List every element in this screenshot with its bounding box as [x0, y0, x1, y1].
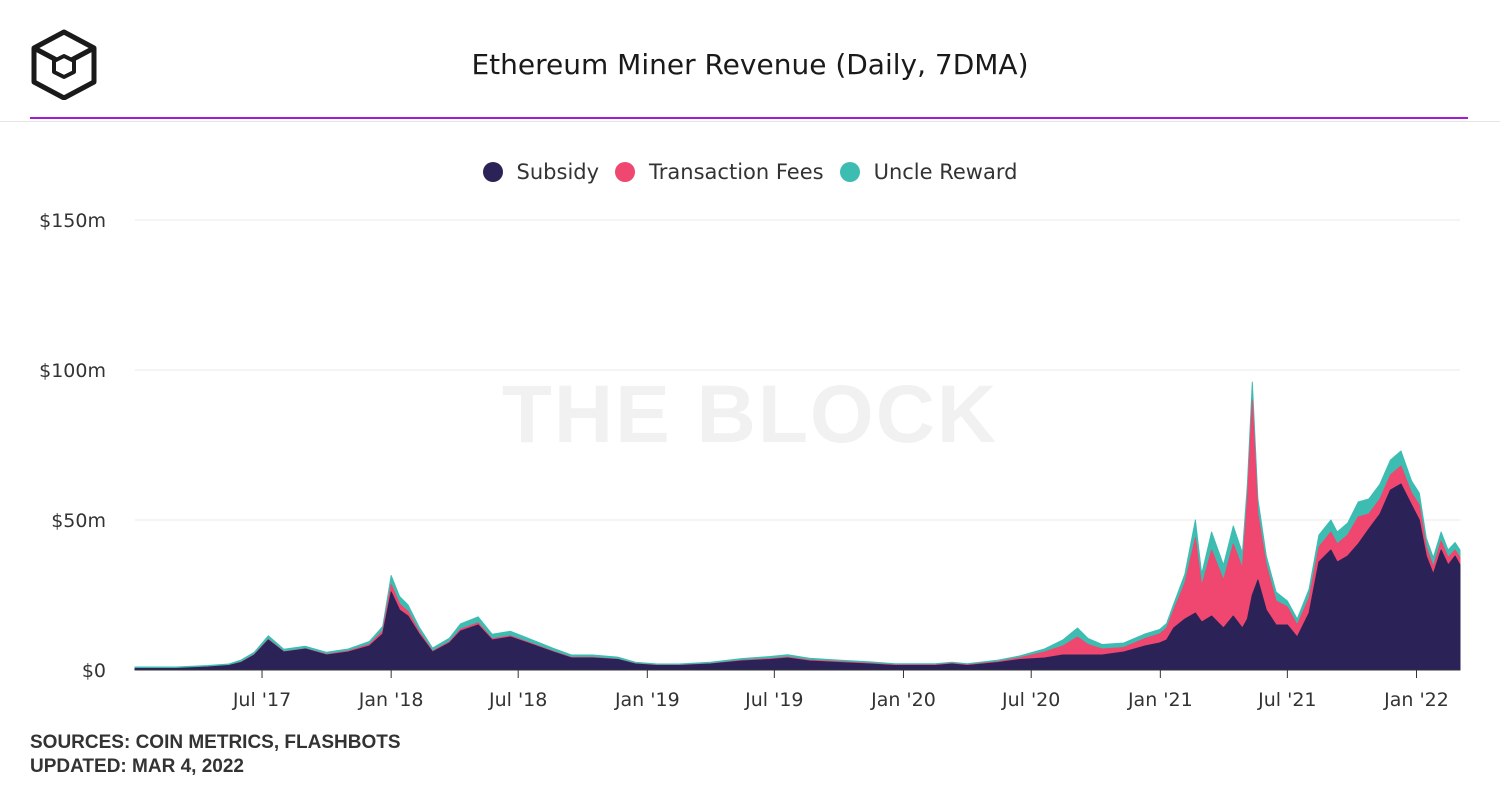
chart-title: Ethereum Miner Revenue (Daily, 7DMA)	[471, 48, 1029, 81]
updated-note: UPDATED: MAR 4, 2022	[30, 756, 244, 777]
legend-item-transaction-fees[interactable]: Transaction Fees	[615, 160, 824, 184]
legend-label-uncle-reward: Uncle Reward	[873, 160, 1018, 184]
header-divider	[0, 121, 1500, 122]
x-tick-label: Jul '17	[232, 689, 291, 711]
x-tick-label: Jan '18	[358, 689, 424, 711]
the-block-cube-logo-icon	[28, 28, 100, 101]
y-tick-label: $100m	[39, 360, 106, 382]
x-tick-label: Jul '19	[744, 689, 803, 711]
accent-divider	[30, 117, 1468, 119]
x-tick-label: Jan '20	[870, 689, 936, 711]
y-tick-label: $150m	[39, 210, 106, 232]
watermark: THE BLOCK	[501, 369, 999, 460]
legend-item-uncle-reward[interactable]: Uncle Reward	[839, 160, 1018, 184]
legend-label-transaction-fees: Transaction Fees	[649, 160, 824, 184]
y-tick-label: $50m	[51, 510, 106, 532]
x-tick-label: Jan '19	[614, 689, 680, 711]
legend-swatch-uncle-reward	[839, 162, 860, 182]
stacked-areas	[134, 381, 1461, 671]
y-tick-label: $0	[82, 660, 106, 682]
legend-label-subsidy: Subsidy	[516, 160, 600, 184]
grid-lines	[135, 219, 1460, 521]
area-subsidy	[134, 483, 1461, 671]
legend-swatch-transaction-fees	[615, 162, 636, 182]
legend-item-subsidy[interactable]: Subsidy	[482, 160, 600, 184]
legend-swatch-subsidy	[482, 162, 503, 182]
sources-note: SOURCES: COIN METRICS, FLASHBOTS	[30, 732, 401, 753]
x-tick-label: Jan '22	[1383, 689, 1449, 711]
x-tick-label: Jul '21	[1257, 689, 1316, 711]
chart-legend: Subsidy Transaction Fees Uncle Reward	[0, 160, 1500, 184]
axes: $0 $50m $100m $150m Jul '17 Jan '18 Jul '18 Jan…	[39, 210, 1460, 711]
x-tick-label: Jan '21	[1127, 689, 1193, 711]
x-tick-label: Jul '18	[488, 689, 547, 711]
x-tick-label: Jul '20	[1001, 689, 1060, 711]
